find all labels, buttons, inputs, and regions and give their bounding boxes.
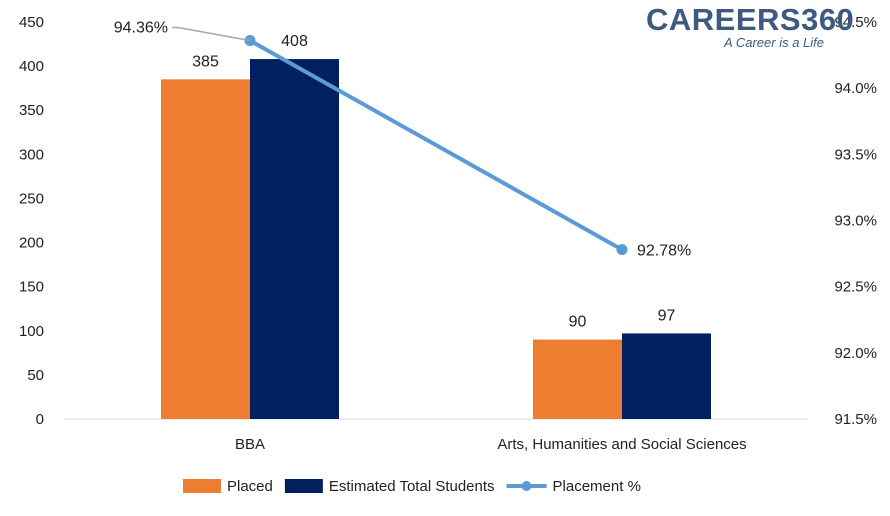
category-label: BBA: [235, 436, 265, 453]
right-tick-label: 92.5%: [834, 279, 877, 296]
bar-estimated-total-students: [250, 59, 339, 419]
bar-placed: [533, 339, 622, 419]
bar-placed: [161, 79, 250, 419]
right-tick-label: 92.0%: [834, 345, 877, 362]
placement-point: [616, 244, 628, 256]
logo-wordmark: CAREERS360: [646, 2, 855, 37]
bar-data-label: 90: [569, 314, 587, 331]
left-tick-label: 200: [19, 235, 44, 252]
left-tick-label: 400: [19, 58, 44, 75]
bar-estimated-total-students: [622, 333, 711, 419]
bar-data-label: 408: [281, 33, 308, 50]
line-data-label: 92.78%: [637, 243, 691, 260]
line-data-label: 94.36%: [114, 20, 168, 37]
left-tick-label: 300: [19, 146, 44, 163]
right-tick-label: 93.0%: [834, 213, 877, 230]
right-tick-label: 94.5%: [834, 14, 877, 31]
right-tick-label: 93.5%: [834, 146, 877, 163]
bar-data-label: 385: [192, 53, 219, 70]
legend-label: Placed: [227, 478, 273, 495]
callout-leader-line: [172, 26, 251, 42]
careers360-logo: CAREERS360 A Career is a Life: [646, 2, 855, 50]
category-labels: BBA Arts, Humanities and Social Sciences: [235, 436, 747, 453]
logo-tagline: A Career is a Life: [724, 35, 824, 50]
data-labels: 385 90 408 97 94.36% 92.78%: [114, 20, 692, 331]
left-tick-label: 450: [19, 14, 44, 31]
left-axis-ticks: 0 50 100 150 200 250 300 350 400 450: [19, 14, 44, 428]
line-series: [172, 26, 628, 256]
left-tick-label: 250: [19, 190, 44, 207]
legend-marker: [521, 481, 532, 491]
left-tick-label: 100: [19, 323, 44, 340]
left-tick-label: 350: [19, 102, 44, 119]
bar-data-label: 97: [658, 307, 676, 324]
bar-series: [161, 59, 711, 419]
right-axis-ticks: 91.5% 92.0% 92.5% 93.0% 93.5% 94.0% 94.5%: [834, 14, 877, 428]
legend-swatch: [183, 479, 221, 493]
legend-swatch: [284, 479, 323, 493]
placement-line: [249, 38, 623, 252]
right-tick-label: 91.5%: [834, 411, 877, 428]
legend-label: Estimated Total Students: [329, 478, 495, 495]
left-tick-label: 0: [36, 411, 44, 428]
right-tick-label: 94.0%: [834, 80, 877, 97]
left-tick-label: 50: [27, 367, 44, 384]
left-tick-label: 150: [19, 279, 44, 296]
legend: Placed Estimated Total Students Placement …: [183, 478, 641, 495]
category-label: Arts, Humanities and Social Sciences: [497, 436, 746, 453]
legend-label: Placement %: [553, 478, 641, 495]
